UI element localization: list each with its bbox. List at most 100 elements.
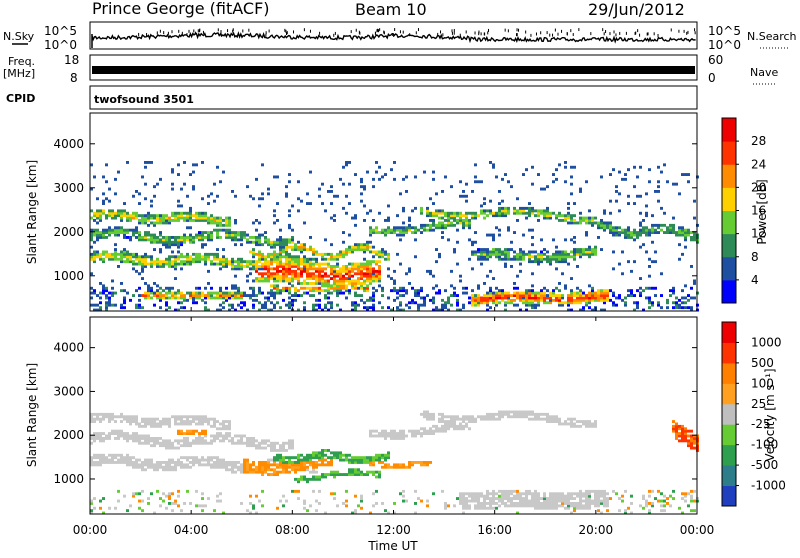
power-cell xyxy=(414,231,417,234)
velocity-cell xyxy=(384,429,387,433)
velocity-cell xyxy=(690,497,693,500)
power-cell xyxy=(390,168,393,172)
velocity-cell xyxy=(534,506,537,510)
colorbar-tick-label: -25 xyxy=(751,417,771,431)
velocity-cell xyxy=(195,415,198,419)
power-cell xyxy=(267,265,270,268)
velocity-cell xyxy=(105,461,108,464)
velocity-cell xyxy=(138,434,141,438)
power-cell xyxy=(648,306,651,310)
velocity-cell xyxy=(249,468,252,472)
power-cell xyxy=(267,255,270,259)
search-noise-dot xyxy=(242,29,244,33)
velocity-cell xyxy=(459,499,462,503)
power-cell xyxy=(96,214,99,218)
power-cell xyxy=(273,306,276,310)
velocity-cell xyxy=(171,441,174,445)
velocity-cell xyxy=(114,437,117,440)
power-cell xyxy=(102,202,105,205)
velocity-cell xyxy=(288,456,291,460)
velocity-cell xyxy=(402,432,405,435)
velocity-cell xyxy=(498,415,501,419)
velocity-cell xyxy=(504,410,507,414)
power-cell xyxy=(579,298,582,302)
power-cell xyxy=(360,177,363,181)
power-cell xyxy=(141,294,144,297)
power-cell xyxy=(237,233,240,237)
power-cell xyxy=(570,175,573,179)
power-cell xyxy=(579,301,582,305)
power-cell xyxy=(585,233,588,237)
velocity-heatmap xyxy=(90,410,699,515)
power-cell xyxy=(171,286,174,290)
power-cell xyxy=(252,255,255,259)
power-cell xyxy=(567,216,570,220)
power-cell xyxy=(282,274,285,278)
power-cell xyxy=(312,257,315,261)
power-cell xyxy=(633,301,636,305)
power-cell xyxy=(189,260,192,264)
power-cell xyxy=(252,306,255,310)
power-cell xyxy=(408,306,411,310)
velocity-cell xyxy=(243,458,246,462)
power-cell xyxy=(486,209,489,213)
power-cell xyxy=(540,211,543,215)
velocity-cell xyxy=(177,489,180,493)
velocity-cell xyxy=(246,509,249,513)
velocity-cell xyxy=(441,417,444,421)
power-cell xyxy=(192,294,195,297)
velocity-cell xyxy=(345,489,348,493)
search-noise-dot xyxy=(561,29,563,33)
velocity-cell xyxy=(498,410,501,414)
power-cell xyxy=(282,286,285,290)
power-cell xyxy=(180,301,183,305)
power-cell xyxy=(204,252,207,256)
search-noise-dot xyxy=(377,29,379,33)
velocity-cell xyxy=(210,456,213,460)
power-cell xyxy=(351,245,354,249)
power-cell xyxy=(117,228,120,232)
power-cell xyxy=(189,294,192,297)
power-cell xyxy=(393,177,396,181)
power-cell xyxy=(327,308,330,312)
velocity-cell xyxy=(108,412,111,416)
power-cell xyxy=(261,291,264,295)
power-cell xyxy=(297,308,300,312)
velocity-cell xyxy=(273,458,276,462)
power-cell xyxy=(549,214,552,218)
velocity-cell xyxy=(453,427,456,431)
power-cell xyxy=(369,296,372,300)
velocity-cell xyxy=(444,415,447,419)
power-cell xyxy=(168,289,171,293)
velocity-cell xyxy=(408,461,411,464)
power-cell xyxy=(354,286,357,290)
power-cell xyxy=(147,219,150,222)
power-cell xyxy=(474,294,477,297)
power-cell xyxy=(219,228,222,232)
power-cell xyxy=(213,257,216,261)
velocity-cell xyxy=(165,441,168,445)
power-cell xyxy=(420,289,423,293)
power-cell xyxy=(279,255,282,259)
power-cell xyxy=(465,286,468,290)
power-cell xyxy=(147,286,150,290)
power-cell xyxy=(573,250,576,254)
power-cell xyxy=(153,240,156,244)
power-cell xyxy=(300,250,303,254)
power-cell xyxy=(609,231,612,234)
power-cell xyxy=(111,214,114,218)
power-cell xyxy=(651,303,654,307)
velocity-cell xyxy=(204,429,207,433)
power-cell xyxy=(498,209,501,213)
velocity-cell xyxy=(201,463,204,467)
power-cell xyxy=(519,257,522,261)
power-cell xyxy=(177,245,180,249)
power-cell xyxy=(618,209,621,213)
power-cell xyxy=(261,252,264,256)
power-cell xyxy=(348,269,351,273)
power-cell xyxy=(120,216,123,220)
velocity-cell xyxy=(351,511,354,515)
power-cell xyxy=(183,262,186,266)
velocity-cell xyxy=(501,489,504,493)
velocity-cell xyxy=(279,461,282,464)
